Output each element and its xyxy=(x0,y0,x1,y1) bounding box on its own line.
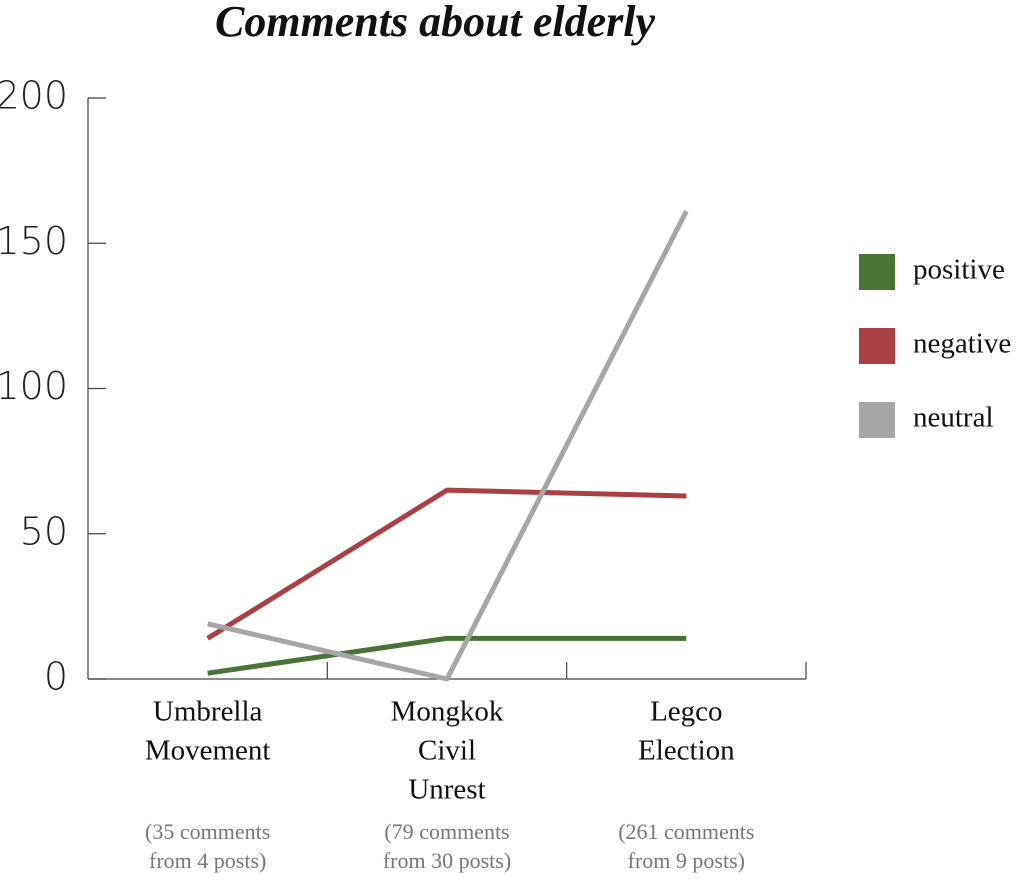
x-tick-label: Legco xyxy=(650,696,722,728)
legend-label: positive xyxy=(913,254,1005,286)
category-note: from 4 posts) xyxy=(149,848,266,873)
chart-title: Comments about elderly xyxy=(215,0,655,46)
line xyxy=(207,635,687,676)
category-note: (35 comments xyxy=(145,819,270,844)
x-tick-label: Mongkok xyxy=(391,696,504,728)
legend-label: negative xyxy=(913,328,1011,360)
y-tick-label: 0 xyxy=(44,655,68,699)
category-note: (79 comments xyxy=(384,819,509,844)
category-note: from 30 posts) xyxy=(383,848,511,873)
category-note: from 9 posts) xyxy=(628,848,745,873)
x-tick-label: Election xyxy=(638,735,735,767)
x-tick-label: Unrest xyxy=(408,774,485,806)
y-tick-label: 50 xyxy=(20,509,68,553)
x-tick-label: Civil xyxy=(418,735,476,767)
legend-swatch xyxy=(859,328,895,364)
category-note: (261 comments xyxy=(618,819,754,844)
legend-swatch xyxy=(859,402,895,438)
y-tick-label: 150 xyxy=(0,219,68,263)
x-tick-label: Movement xyxy=(145,735,271,767)
legend-swatch xyxy=(859,254,895,290)
y-tick-label: 200 xyxy=(0,74,68,118)
x-tick-label: Umbrella xyxy=(153,696,263,728)
legend-label: neutral xyxy=(913,402,994,434)
line xyxy=(206,487,687,641)
line xyxy=(207,210,689,682)
y-tick-label: 100 xyxy=(0,364,68,408)
